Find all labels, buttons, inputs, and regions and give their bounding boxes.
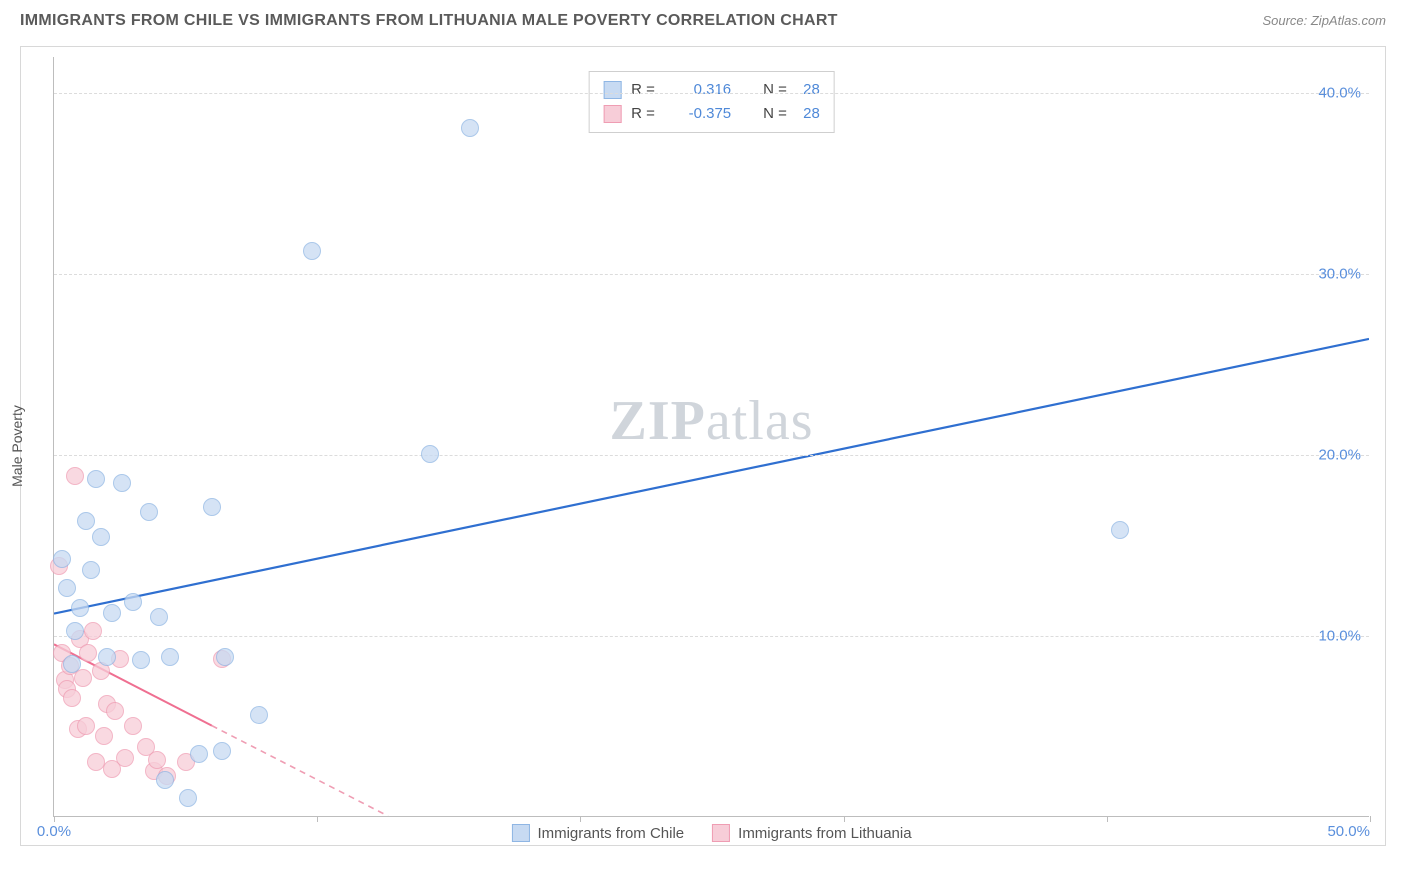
data-point <box>250 706 268 724</box>
plot-area: ZIPatlas R =0.316N =28R =-0.375N =28 Imm… <box>53 57 1369 817</box>
y-tick-label: 10.0% <box>1318 628 1361 645</box>
n-label: N = <box>763 102 793 126</box>
y-tick-label: 40.0% <box>1318 85 1361 102</box>
data-point <box>103 604 121 622</box>
data-point <box>66 467 84 485</box>
r-label: R = <box>631 78 661 102</box>
watermark-rest: atlas <box>706 390 814 452</box>
legend-item: Immigrants from Lithuania <box>712 824 911 842</box>
legend-row: R = -0.375 N = 28 <box>603 102 820 126</box>
legend-label: Immigrants from Lithuania <box>738 825 911 842</box>
watermark-bold: ZIP <box>610 390 706 452</box>
legend-swatch <box>603 81 621 99</box>
correlation-legend: R = 0.316 N = 28 R = -0.375 N = 28 <box>588 71 835 133</box>
n-label: N = <box>763 78 793 102</box>
x-tick <box>317 816 318 822</box>
y-axis-label: Male Poverty <box>9 405 25 487</box>
data-point <box>87 470 105 488</box>
x-tick <box>1370 816 1371 822</box>
data-point <box>156 771 174 789</box>
y-tick-label: 20.0% <box>1318 447 1361 464</box>
data-point <box>124 593 142 611</box>
source-attribution: Source: ZipAtlas.com <box>1262 13 1386 28</box>
chart-title: IMMIGRANTS FROM CHILE VS IMMIGRANTS FROM… <box>20 12 838 30</box>
n-value: 28 <box>803 102 820 126</box>
gridline <box>54 455 1369 456</box>
data-point <box>132 651 150 669</box>
data-point <box>150 608 168 626</box>
x-tick <box>1107 816 1108 822</box>
r-value: -0.375 <box>671 102 731 126</box>
data-point <box>95 727 113 745</box>
watermark: ZIPatlas <box>610 389 814 453</box>
data-point <box>77 512 95 530</box>
data-point <box>1111 521 1129 539</box>
x-tick-label: 50.0% <box>1327 823 1370 840</box>
x-tick <box>844 816 845 822</box>
data-point <box>179 789 197 807</box>
r-label: R = <box>631 102 661 126</box>
r-value: 0.316 <box>671 78 731 102</box>
data-point <box>74 669 92 687</box>
data-point <box>71 599 89 617</box>
trend-lines <box>54 57 1369 816</box>
data-point <box>140 503 158 521</box>
data-point <box>116 749 134 767</box>
data-point <box>421 445 439 463</box>
legend-item: Immigrants from Chile <box>511 824 684 842</box>
data-point <box>79 644 97 662</box>
data-point <box>203 498 221 516</box>
legend-label: Immigrants from Chile <box>537 825 684 842</box>
legend-swatch <box>603 105 621 123</box>
data-point <box>84 622 102 640</box>
data-point <box>66 622 84 640</box>
header: IMMIGRANTS FROM CHILE VS IMMIGRANTS FROM… <box>0 0 1406 38</box>
y-tick-label: 30.0% <box>1318 266 1361 283</box>
x-tick <box>580 816 581 822</box>
data-point <box>77 717 95 735</box>
x-tick <box>54 816 55 822</box>
legend-row: R = 0.316 N = 28 <box>603 78 820 102</box>
data-point <box>63 655 81 673</box>
data-point <box>106 702 124 720</box>
data-point <box>216 648 234 666</box>
data-point <box>53 550 71 568</box>
legend-swatch <box>511 824 529 842</box>
legend-swatch <box>712 824 730 842</box>
data-point <box>303 242 321 260</box>
data-point <box>92 528 110 546</box>
n-value: 28 <box>803 78 820 102</box>
gridline <box>54 636 1369 637</box>
data-point <box>461 119 479 137</box>
data-point <box>148 751 166 769</box>
x-tick-label: 0.0% <box>37 823 71 840</box>
data-point <box>98 648 116 666</box>
gridline <box>54 93 1369 94</box>
data-point <box>190 745 208 763</box>
gridline <box>54 274 1369 275</box>
series-legend: Immigrants from Chile Immigrants from Lit… <box>511 824 911 842</box>
data-point <box>113 474 131 492</box>
data-point <box>82 561 100 579</box>
chart-container: Male Poverty ZIPatlas R =0.316N =28R =-0… <box>20 46 1386 846</box>
data-point <box>124 717 142 735</box>
data-point <box>58 579 76 597</box>
data-point <box>161 648 179 666</box>
data-point <box>213 742 231 760</box>
data-point <box>63 689 81 707</box>
